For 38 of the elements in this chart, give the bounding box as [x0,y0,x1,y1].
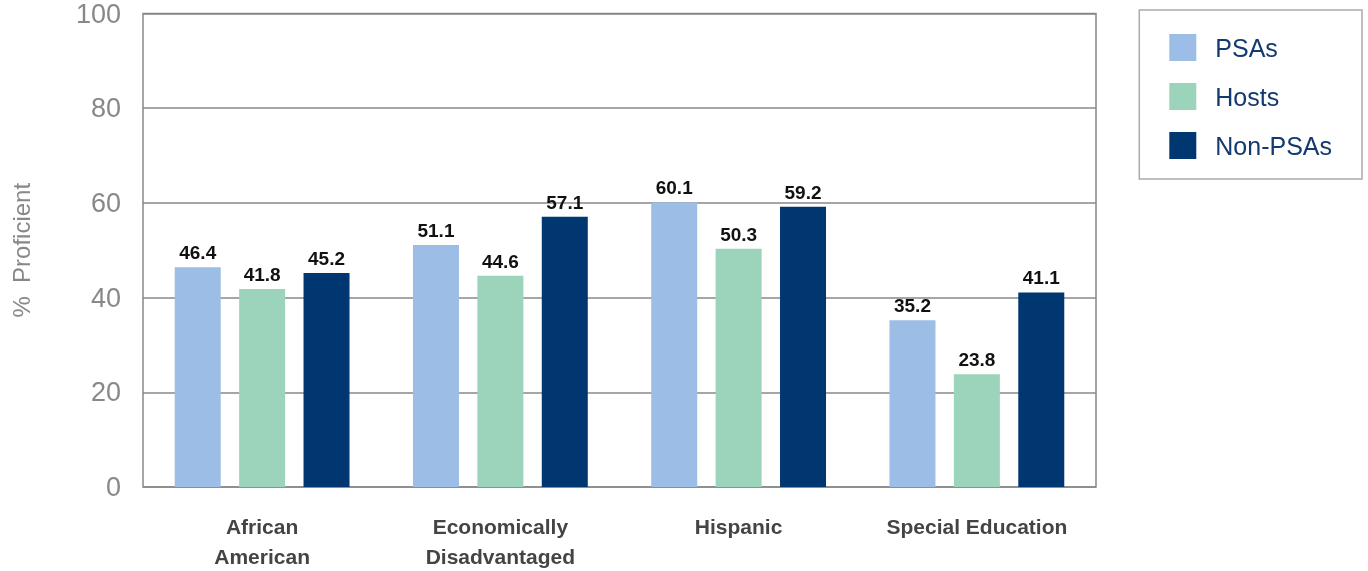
bar [889,320,936,487]
bar [477,275,524,487]
bar [303,272,350,487]
bar [715,248,762,487]
y-tick-label: 40 [90,282,121,313]
x-tick-label: Special Education [886,514,1068,538]
data-label: 35.2 [893,295,931,317]
y-tick-label: 60 [90,187,121,218]
bar [651,202,698,487]
data-label: 50.3 [720,223,758,245]
data-label: 46.4 [179,242,217,264]
x-tick-label: African American [214,514,310,568]
y-axis-title: % Proficient [7,182,35,318]
legend-label: Non-PSAs [1215,131,1333,160]
data-label: 59.2 [784,181,822,203]
bar [412,245,459,487]
legend-label: Hosts [1215,82,1280,111]
bar [174,267,221,487]
data-label: 57.1 [546,191,584,213]
bar [541,216,588,487]
data-label: 60.1 [655,177,694,199]
bar [780,206,827,487]
x-tick-label: Economically Disadvantaged [425,514,576,568]
legend-label: PSAs [1215,33,1278,62]
data-label: 44.6 [481,250,519,272]
data-label: 51.1 [417,220,455,242]
y-tick-label: 80 [90,93,121,124]
bar [239,289,286,487]
y-tick-label: 0 [105,472,121,502]
bar [953,374,1000,487]
x-tick-label: Hispanic [694,514,783,538]
data-label: 41.1 [1022,267,1061,289]
y-tick-label: 20 [90,377,121,408]
data-label: 23.8 [958,349,996,371]
bar [1018,292,1065,487]
data-label: 45.2 [308,247,346,269]
y-tick-label: 100 [75,0,121,29]
data-label: 41.8 [243,264,281,286]
